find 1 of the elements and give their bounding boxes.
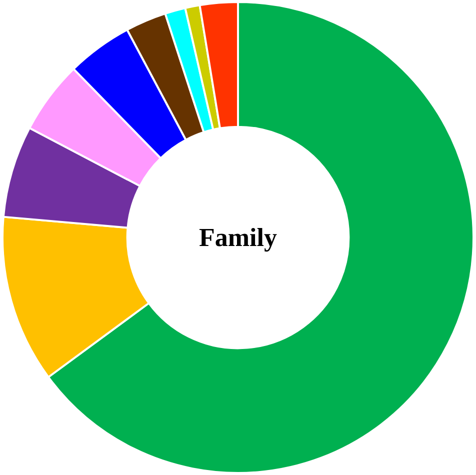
text: Family — [199, 223, 277, 252]
